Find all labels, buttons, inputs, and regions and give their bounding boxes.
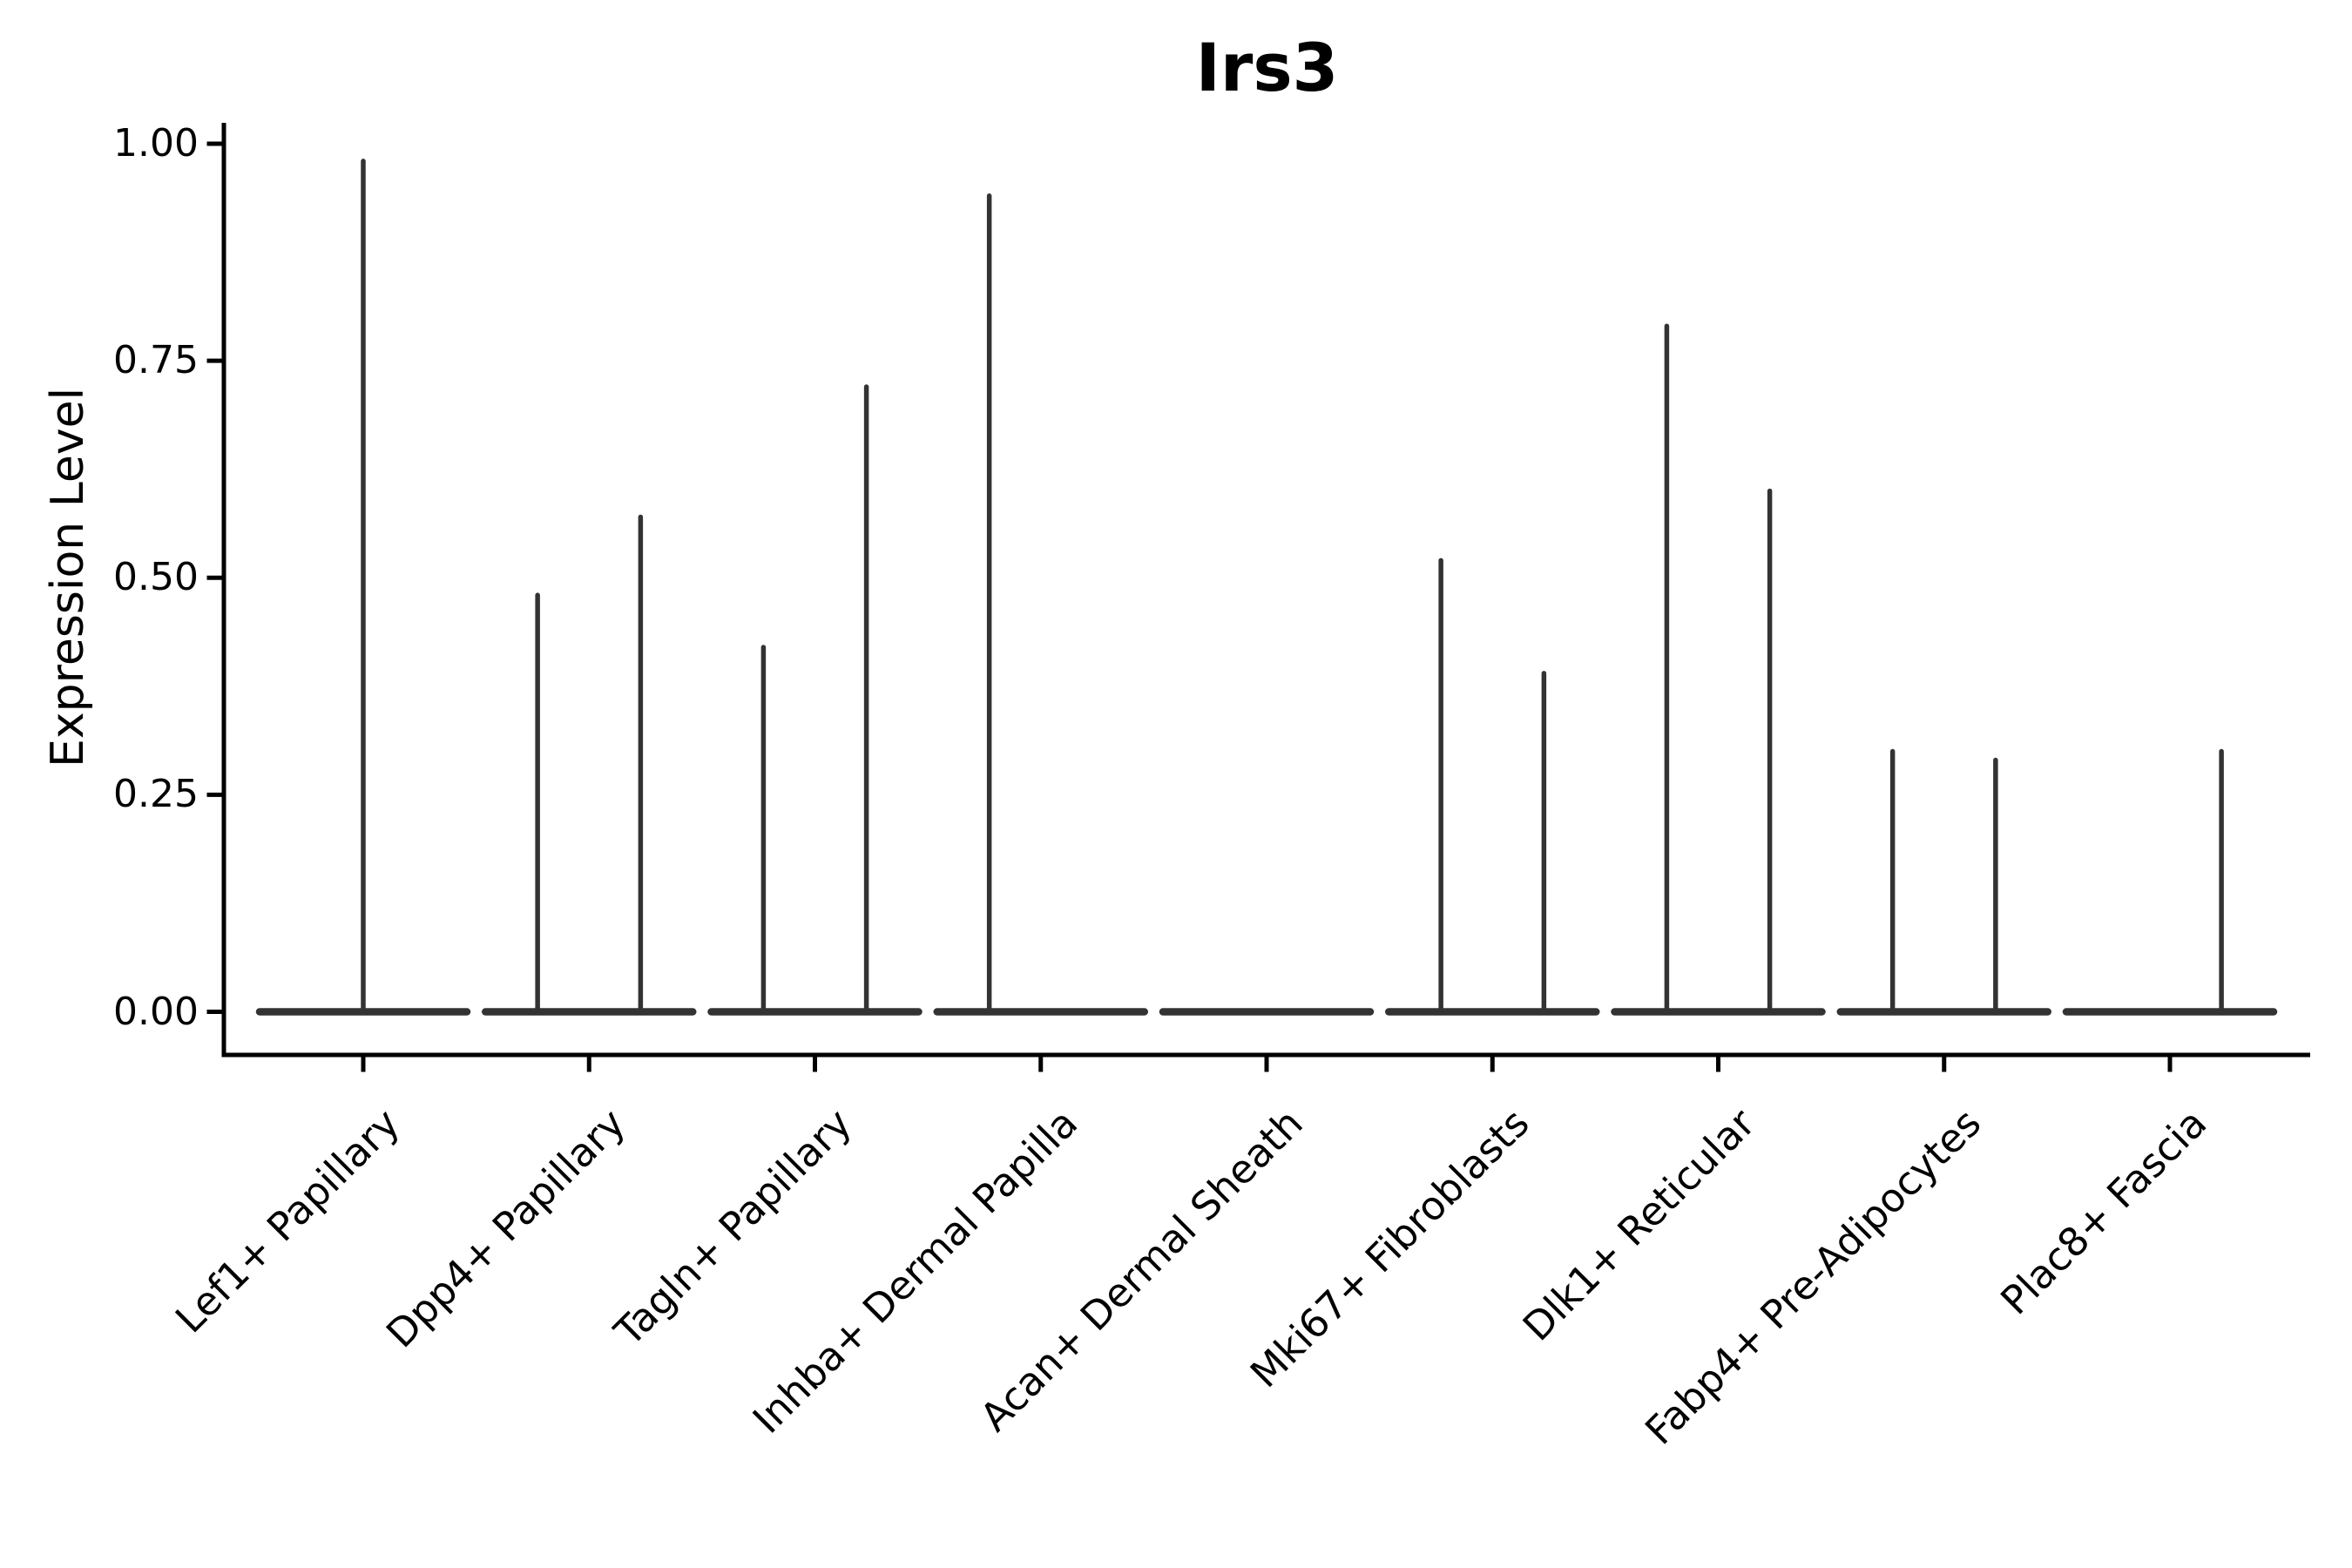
y-tick-label: 0.00 <box>113 989 199 1034</box>
y-tick-label: 0.50 <box>113 555 199 600</box>
plot-title: Irs3 <box>1195 29 1339 106</box>
y-tick-label: 1.00 <box>113 121 199 166</box>
y-tick-label: 0.25 <box>113 772 199 817</box>
y-tick-label: 0.75 <box>113 338 199 383</box>
